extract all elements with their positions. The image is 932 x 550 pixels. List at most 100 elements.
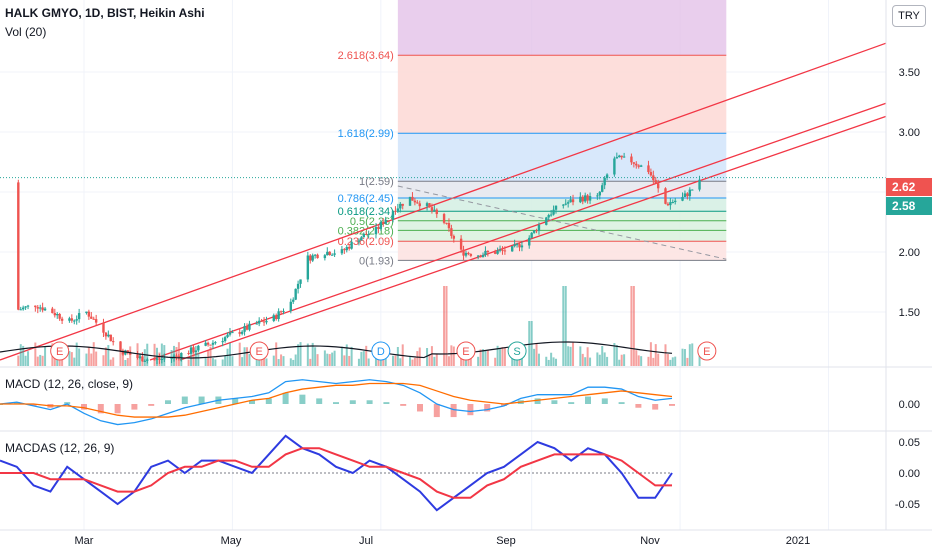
- price-tick-label: 3.50: [899, 67, 920, 79]
- candle-body: [340, 249, 344, 254]
- price-tick-label: 1.50: [899, 307, 920, 319]
- candle-body: [24, 306, 27, 308]
- candle-body: [486, 250, 490, 253]
- volume-bar: [119, 351, 122, 366]
- candle-body: [518, 244, 521, 248]
- fib-level-label: 2.618(3.64): [338, 50, 394, 62]
- candle-body: [141, 356, 144, 362]
- volume-bar: [70, 352, 73, 366]
- candle-body: [399, 203, 402, 209]
- candle-body: [630, 156, 633, 163]
- volume-bar: [484, 350, 487, 366]
- candle-body: [479, 255, 482, 258]
- candle-body: [73, 320, 76, 322]
- candle-body: [163, 358, 166, 360]
- macdas-title[interactable]: MACDAS (12, 26, 9): [5, 441, 115, 455]
- macd-tick-label: 0.00: [899, 399, 920, 411]
- candle-body: [498, 249, 502, 251]
- candle-body: [119, 341, 122, 351]
- volume-bar: [533, 348, 536, 366]
- candle-body: [503, 250, 507, 252]
- candle-body: [313, 254, 317, 256]
- volume-bar: [36, 356, 39, 366]
- candle-body: [58, 314, 61, 319]
- candle-body: [464, 252, 468, 256]
- candle-body: [345, 247, 348, 251]
- macd-histogram-bar: [349, 400, 356, 404]
- candle-body: [549, 214, 553, 216]
- macd-histogram-bar: [433, 404, 440, 418]
- candle-body: [579, 196, 582, 203]
- macd-histogram-bar: [601, 398, 608, 404]
- volume-bar: [87, 346, 90, 366]
- candle-body: [511, 246, 514, 252]
- candle-body: [240, 331, 244, 334]
- candle-body: [428, 203, 431, 208]
- volume-bar: [562, 286, 565, 366]
- symbol-title[interactable]: HALK GMYO, 1D, BIST, Heikin Ashi: [5, 6, 205, 20]
- candle-body: [613, 158, 616, 175]
- macd-histogram-bar: [383, 402, 390, 404]
- candle-body: [496, 250, 499, 254]
- volume-bar: [333, 350, 336, 366]
- volume-bar: [299, 342, 302, 366]
- candle-body: [691, 189, 694, 191]
- macd-histogram-bar: [165, 400, 171, 404]
- candle-body: [501, 249, 504, 251]
- volume-bar: [601, 345, 604, 366]
- volume-bar: [426, 348, 429, 366]
- candle-body: [265, 320, 268, 323]
- candle-body: [189, 347, 193, 354]
- volume-title[interactable]: Vol (20): [5, 25, 47, 39]
- candle-body: [362, 233, 365, 238]
- candle-body: [192, 347, 195, 353]
- macd-title[interactable]: MACD (12, 26, close, 9): [5, 377, 134, 391]
- candle-body: [554, 205, 558, 210]
- candle-body: [243, 326, 246, 332]
- candle-body: [476, 255, 480, 257]
- time-axis-label: 2021: [786, 535, 810, 547]
- candle-body: [384, 219, 387, 225]
- volume-bar: [535, 343, 538, 366]
- volume-bar: [503, 347, 506, 366]
- volume-bar: [545, 356, 548, 366]
- candle-body: [374, 227, 378, 234]
- volume-bar: [443, 286, 446, 366]
- candle-body: [433, 209, 436, 211]
- candle-body: [177, 355, 181, 359]
- volume-bar: [445, 286, 448, 366]
- volume-bar: [391, 355, 394, 366]
- candle-body: [136, 354, 139, 358]
- volume-bar: [428, 354, 431, 366]
- volume-bar: [613, 343, 616, 366]
- volume-bar: [311, 342, 314, 366]
- volume-bar: [572, 342, 575, 366]
- volume-bar: [345, 344, 348, 366]
- candle-body: [467, 252, 470, 255]
- macd-histogram-bar: [232, 398, 239, 404]
- volume-bar: [555, 358, 558, 366]
- candle-body: [652, 175, 655, 181]
- macd-histogram-bar: [366, 400, 373, 404]
- volume-bar: [226, 348, 229, 366]
- macd-histogram-bar: [333, 402, 339, 404]
- candle-body: [311, 255, 314, 261]
- candle-body: [146, 359, 149, 361]
- event-marker: [456, 341, 476, 361]
- candle-body: [26, 305, 30, 307]
- candle-body: [299, 279, 302, 284]
- volume-bar: [241, 357, 244, 366]
- volume-bar: [17, 355, 20, 366]
- macd-histogram-bar: [249, 400, 255, 404]
- volume-bar: [435, 353, 438, 366]
- macdas-line: [0, 434, 673, 512]
- volume-bar: [350, 346, 353, 366]
- currency-button[interactable]: TRY: [892, 5, 926, 27]
- candle-body: [571, 199, 575, 203]
- candle-body: [282, 310, 285, 312]
- candle-body: [172, 355, 176, 359]
- candle-body: [309, 255, 312, 261]
- event-marker: [50, 341, 70, 361]
- candle-body: [102, 322, 105, 333]
